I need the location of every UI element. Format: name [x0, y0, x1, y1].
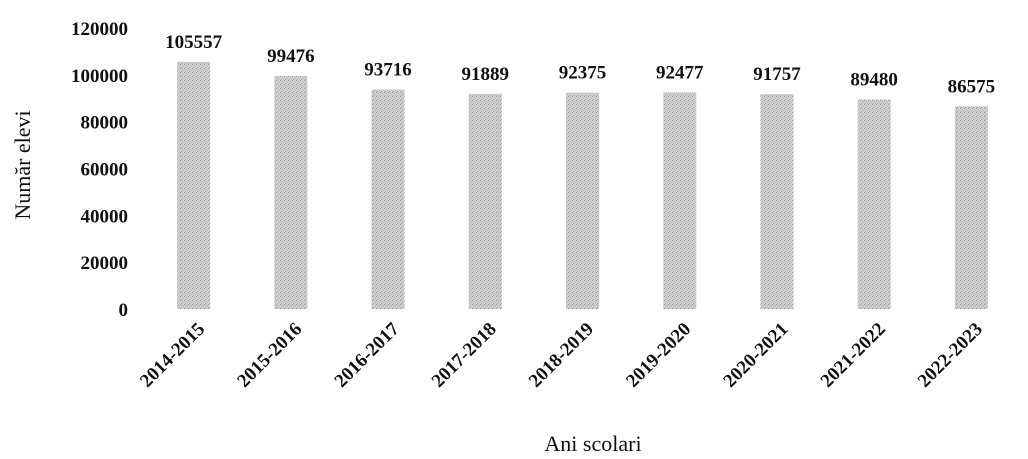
y-tick-label: 20000 — [81, 253, 129, 274]
y-tick-label: 60000 — [81, 160, 129, 181]
x-tick-label: 2019-2020 — [622, 319, 695, 392]
x-tick-label: 2021-2022 — [817, 319, 890, 392]
data-label: 93716 — [364, 60, 412, 81]
bar-2015-2016 — [274, 76, 308, 309]
x-axis-title: Ani scolari — [544, 431, 641, 456]
bar-2017-2018 — [468, 93, 502, 309]
bar-2022-2023 — [954, 106, 988, 310]
data-label: 105557 — [165, 32, 223, 53]
x-tick-label: 2020-2021 — [719, 319, 792, 392]
x-tick-label: 2017-2018 — [428, 319, 501, 392]
x-tick-label: 2022-2023 — [914, 319, 987, 392]
bar-2021-2022 — [857, 99, 891, 309]
bar-2014-2015 — [177, 61, 211, 309]
y-tick-label: 100000 — [71, 66, 128, 87]
data-label: 91889 — [462, 64, 510, 85]
y-tick-label: 40000 — [81, 206, 129, 227]
x-tick-label: 2016-2017 — [331, 318, 404, 391]
y-axis-ticks: 0 20000 40000 60000 80000 100000 120000 — [71, 19, 128, 321]
data-label: 86575 — [948, 76, 996, 97]
data-label: 91757 — [753, 64, 801, 85]
y-axis-title: Număr elevi — [10, 110, 35, 219]
data-labels: 105557 99476 93716 91889 92375 92477 91757 8948… — [165, 32, 995, 97]
x-axis-ticks: 2014-2015 2015-2016 2016-2017 2017-2018 2018… — [136, 318, 987, 391]
data-label: 99476 — [267, 46, 315, 67]
x-tick-label: 2015-2016 — [233, 319, 306, 392]
x-tick-label: 2018-2019 — [525, 319, 598, 392]
bar-2018-2019 — [566, 92, 599, 310]
bars — [177, 61, 988, 310]
y-tick-label: 80000 — [81, 113, 129, 134]
y-tick-label: 120000 — [71, 19, 128, 40]
data-label: 92375 — [559, 63, 607, 84]
data-label: 89480 — [850, 69, 898, 90]
data-label: 92477 — [656, 62, 704, 83]
bar-2016-2017 — [371, 89, 405, 309]
bar-2020-2021 — [760, 94, 794, 310]
x-tick-label: 2014-2015 — [136, 319, 209, 392]
bar-2019-2020 — [663, 92, 697, 309]
y-tick-label: 0 — [119, 300, 129, 321]
